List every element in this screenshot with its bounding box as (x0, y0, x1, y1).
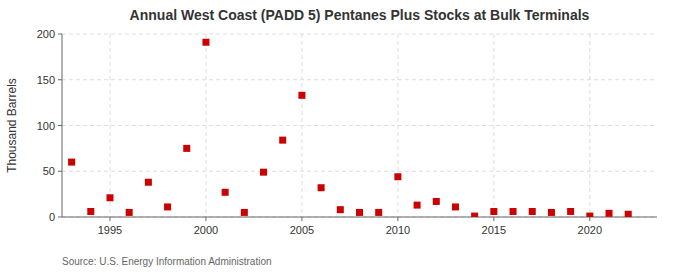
point (490, 208, 497, 215)
y-tick-label: 200 (37, 28, 55, 40)
point (222, 189, 229, 196)
grid-line-y (62, 79, 657, 80)
point (567, 208, 574, 215)
grid-line-y (62, 171, 657, 172)
point (586, 213, 593, 217)
point (164, 203, 171, 210)
grid-line-x (109, 34, 110, 217)
grid-line-x (397, 34, 398, 217)
point (356, 209, 363, 216)
grid-line-y (62, 217, 657, 218)
x-tick (205, 217, 206, 221)
x-tick (109, 217, 110, 221)
y-tick-label: 150 (37, 74, 55, 86)
y-tick (58, 125, 62, 126)
y-tick (58, 171, 62, 172)
x-tick-label: 2020 (578, 224, 602, 236)
point (548, 209, 555, 216)
grid-line-x (493, 34, 494, 217)
chart: 1995 2000 2005 2010 2015 2020 0 50 100 150 200 Annu… (0, 0, 675, 275)
point (298, 92, 305, 99)
x-tick-label: 2000 (194, 224, 218, 236)
x-tick-label: 2015 (482, 224, 506, 236)
point (510, 208, 517, 215)
point (452, 203, 459, 210)
point (126, 209, 133, 216)
point (68, 159, 75, 166)
point (241, 209, 248, 216)
x-tick (301, 217, 302, 221)
grid-line-x (301, 34, 302, 217)
point (318, 184, 325, 191)
x-tick-label: 2010 (386, 224, 410, 236)
x-axis: 1995 2000 2005 2010 2015 2020 (98, 217, 602, 236)
source: Source: U.S. Energy Information Administ… (62, 256, 272, 267)
grid-line-x (205, 34, 206, 217)
x-tick (589, 217, 590, 221)
x-tick (397, 217, 398, 221)
y-axis-label: Thousand Barrels (5, 78, 19, 173)
point (183, 145, 190, 152)
point (414, 202, 421, 209)
x-tick-label: 2005 (290, 224, 314, 236)
y-tick (58, 34, 62, 35)
point (433, 198, 440, 205)
point (375, 209, 382, 216)
y-tick-label: 50 (43, 165, 55, 177)
point (529, 208, 536, 215)
point (625, 211, 632, 217)
x-tick-label: 1995 (98, 224, 122, 236)
point (106, 194, 113, 201)
y-tick (58, 79, 62, 80)
grid-line-y (62, 125, 657, 126)
point (606, 210, 613, 217)
y-tick-label: 0 (49, 211, 55, 223)
x-tick (493, 217, 494, 221)
point (337, 206, 344, 213)
point (202, 39, 209, 46)
grid-line-x (589, 34, 590, 217)
y-tick (58, 217, 62, 218)
point (145, 179, 152, 186)
point (394, 173, 401, 180)
point (471, 213, 478, 217)
point (260, 169, 267, 176)
title: Annual West Coast (PADD 5) Pentanes Plus… (130, 7, 590, 23)
grid (62, 34, 657, 217)
point (279, 137, 286, 144)
points (68, 39, 632, 217)
y-axis: 0 50 100 150 200 (37, 28, 62, 223)
x-axis-line (62, 217, 657, 218)
grid-line-y (62, 34, 657, 35)
point (87, 208, 94, 215)
y-tick-label: 100 (37, 120, 55, 132)
